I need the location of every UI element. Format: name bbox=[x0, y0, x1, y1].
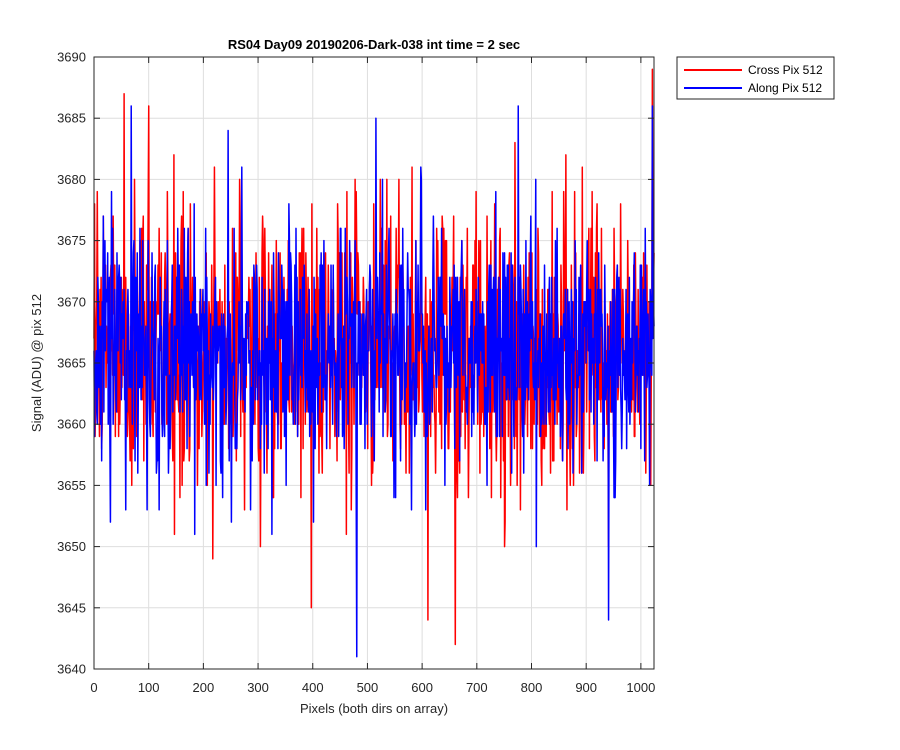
x-tick-labels: 0 100 200 300 400 500 600 700 800 900 1000 bbox=[90, 680, 655, 695]
y-tick-label: 3645 bbox=[57, 600, 86, 615]
x-tick-label: 700 bbox=[466, 680, 488, 695]
x-tick-label: 400 bbox=[302, 680, 324, 695]
x-tick-label: 1000 bbox=[626, 680, 655, 695]
ticks-layer bbox=[93, 56, 654, 670]
x-tick-label: 200 bbox=[193, 680, 215, 695]
y-tick-label: 3670 bbox=[57, 294, 86, 309]
y-tick-label: 3655 bbox=[57, 478, 86, 493]
y-tick-label: 3680 bbox=[57, 172, 86, 187]
y-tick-label: 3665 bbox=[57, 356, 86, 371]
legend-label-along: Along Pix 512 bbox=[748, 81, 822, 95]
x-tick-label: 100 bbox=[138, 680, 160, 695]
series-line-1 bbox=[93, 105, 655, 658]
x-tick-label: 0 bbox=[90, 680, 97, 695]
x-tick-label: 300 bbox=[247, 680, 269, 695]
legend-box bbox=[676, 56, 835, 100]
y-axis-label: Signal (ADU) @ pix 512 bbox=[29, 294, 44, 432]
y-tick-labels: 3640 3645 3650 3655 3660 3665 3670 3675 3680 3685… bbox=[57, 50, 86, 677]
y-tick-label: 3690 bbox=[57, 50, 86, 65]
x-tick-label: 500 bbox=[357, 680, 379, 695]
legend-label-cross: Cross Pix 512 bbox=[748, 63, 823, 77]
x-tick-label: 900 bbox=[575, 680, 597, 695]
y-tick-label: 3675 bbox=[57, 233, 86, 248]
legend: Cross Pix 512 Along Pix 512 bbox=[676, 56, 835, 100]
y-tick-label: 3640 bbox=[57, 662, 86, 677]
x-axis-label: Pixels (both dirs on array) bbox=[300, 701, 448, 716]
y-tick-label: 3650 bbox=[57, 539, 86, 554]
x-tick-label: 800 bbox=[521, 680, 543, 695]
x-tick-label: 600 bbox=[411, 680, 433, 695]
y-tick-label: 3660 bbox=[57, 417, 86, 432]
series-layer bbox=[93, 68, 655, 658]
y-tick-label: 3685 bbox=[57, 111, 86, 126]
chart-title: RS04 Day09 20190206-Dark-038 int time = … bbox=[228, 37, 520, 52]
